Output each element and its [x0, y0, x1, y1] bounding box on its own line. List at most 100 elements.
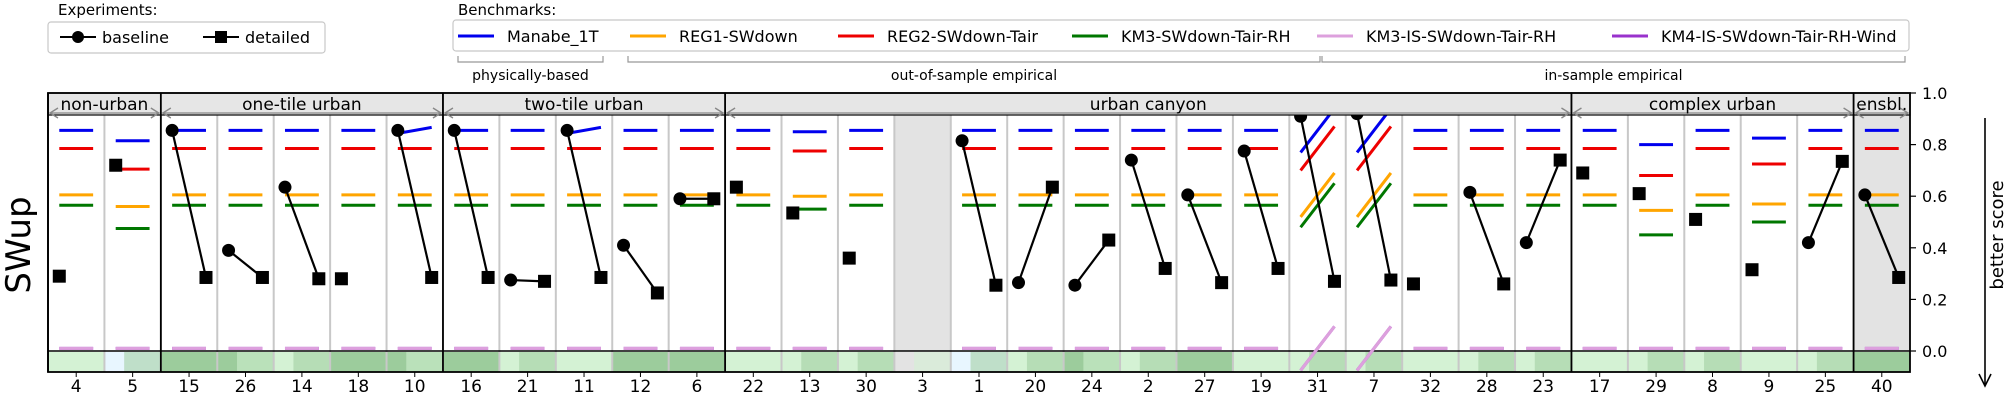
- site-column: 22: [725, 352, 782, 397]
- baseline-marker: [1068, 278, 1082, 292]
- baseline-marker: [1124, 153, 1138, 167]
- experiment-connector: [1807, 160, 1844, 244]
- site-benchmarks: [1018, 128, 1053, 350]
- site-column: 13: [781, 352, 838, 397]
- site-column: 18: [330, 352, 387, 397]
- legend: Experiments: baseline detailed Benchmark…: [47, 1, 1910, 84]
- baseline-marker: [1011, 276, 1025, 290]
- better-score-arrowhead-icon: [1978, 373, 1992, 388]
- site-experiments: [1068, 233, 1116, 292]
- y-tick-label: 0.0: [1922, 342, 1947, 361]
- baseline-marker: [955, 134, 969, 148]
- site-tick-label: 3: [917, 377, 928, 397]
- detailed-marker: [1102, 233, 1116, 247]
- baseline-marker: [391, 123, 405, 137]
- site-strip-shade: [124, 352, 161, 372]
- experiment-connector: [1130, 159, 1167, 269]
- site-tick-label: 11: [573, 377, 595, 397]
- baseline-marker: [1237, 144, 1251, 158]
- category-label: two-tile urban: [524, 95, 643, 115]
- detailed-marker: [989, 278, 1003, 292]
- site-column: 29: [1627, 352, 1685, 397]
- arrow-right-icon: [1843, 107, 1853, 119]
- site-benchmarks: [397, 125, 432, 350]
- site-benchmarks: [623, 128, 658, 350]
- site-experiments: [1576, 166, 1590, 180]
- site-strip-shade: [914, 352, 951, 372]
- experiment-connector: [453, 130, 490, 278]
- baseline-marker: [1181, 188, 1195, 202]
- site-strip-shade: [1873, 352, 1910, 372]
- detailed-marker: [1406, 277, 1420, 291]
- experiment-connector: [566, 130, 603, 278]
- site-benchmarks: [1131, 128, 1166, 350]
- detailed-marker: [1632, 187, 1646, 201]
- experiment-connector: [283, 186, 320, 280]
- site-benchmarks: [849, 128, 884, 350]
- detailed-marker: [1327, 274, 1341, 288]
- experiment-connector: [1017, 186, 1054, 283]
- site-experiments: [729, 180, 743, 194]
- site-tick-label: 10: [404, 377, 426, 397]
- experiment-connector: [1355, 113, 1392, 281]
- site-experiments: [1294, 109, 1341, 288]
- category-header: non-urban: [47, 92, 162, 119]
- experiment-connector: [1243, 150, 1280, 269]
- site-benchmarks: [454, 128, 489, 350]
- category-header: one-tile urban: [160, 92, 444, 119]
- baseline-marker: [1519, 236, 1533, 250]
- site-column: 3: [894, 115, 951, 397]
- category-header: urban canyon: [724, 92, 1573, 119]
- experiment-connector: [1468, 191, 1505, 285]
- baseline-marker: [1463, 185, 1477, 199]
- detailed-marker: [538, 274, 552, 288]
- site-strip-shade: [67, 352, 105, 372]
- site-benchmarks: [1074, 128, 1109, 350]
- site-tick-label: 20: [1025, 377, 1047, 397]
- site-column: 11: [555, 352, 613, 397]
- site-tick-label: 24: [1081, 377, 1103, 397]
- detailed-marker-icon: [215, 31, 227, 43]
- plot-area: 4 5 15 26 14 18 10 16 21 11 12 6 22 13 30 3 1 20 24 2 27 19 31…: [47, 92, 1911, 397]
- site-experiments: [1463, 185, 1511, 291]
- detailed-marker: [1576, 166, 1590, 180]
- site-strip-shade: [1478, 352, 1516, 372]
- site-benchmarks: [115, 139, 150, 350]
- site-strip-shade: [1704, 352, 1741, 372]
- site-benchmarks: [1355, 107, 1393, 372]
- site-experiments: [1858, 188, 1906, 284]
- benchmark-group-bracket: physically-based: [457, 56, 604, 84]
- category-label: non-urban: [61, 95, 149, 115]
- experiments-legend-box: [47, 21, 326, 54]
- detailed-marker: [255, 270, 269, 284]
- site-column: 40: [1853, 352, 1910, 397]
- site-benchmarks: [679, 128, 714, 350]
- y-tick-label: 0.6: [1922, 187, 1947, 206]
- site-strip-shade: [857, 352, 895, 372]
- y-tick-label: 0.4: [1922, 239, 1947, 258]
- site-tick-label: 7: [1369, 377, 1380, 397]
- y-axis-label: SWup: [0, 196, 39, 293]
- benchmarks-legend-box: [452, 19, 1910, 52]
- detailed-marker: [1892, 270, 1906, 284]
- site-benchmarks: [284, 128, 319, 350]
- bracket-line: [457, 56, 604, 63]
- experiment-connector: [1074, 239, 1110, 286]
- detailed-marker: [786, 206, 800, 220]
- site-tick-label: 5: [127, 377, 138, 397]
- legend-detailed: detailed: [203, 28, 310, 47]
- site-benchmarks: [1752, 136, 1786, 350]
- detailed-marker: [1553, 153, 1567, 167]
- site-strip-shade: [1365, 352, 1403, 372]
- detailed-marker: [729, 180, 743, 194]
- site-benchmarks: [341, 128, 376, 350]
- site-strip-shade: [1026, 352, 1064, 372]
- detailed-marker: [109, 158, 123, 172]
- plot-frame: [47, 92, 1911, 373]
- baseline-marker: [673, 192, 687, 206]
- site-benchmarks: [1299, 107, 1336, 372]
- site-tick-label: 1: [974, 377, 985, 397]
- site-benchmarks: [1639, 143, 1674, 350]
- site-strip-shade: [519, 352, 556, 372]
- site-tick-label: 23: [1532, 377, 1554, 397]
